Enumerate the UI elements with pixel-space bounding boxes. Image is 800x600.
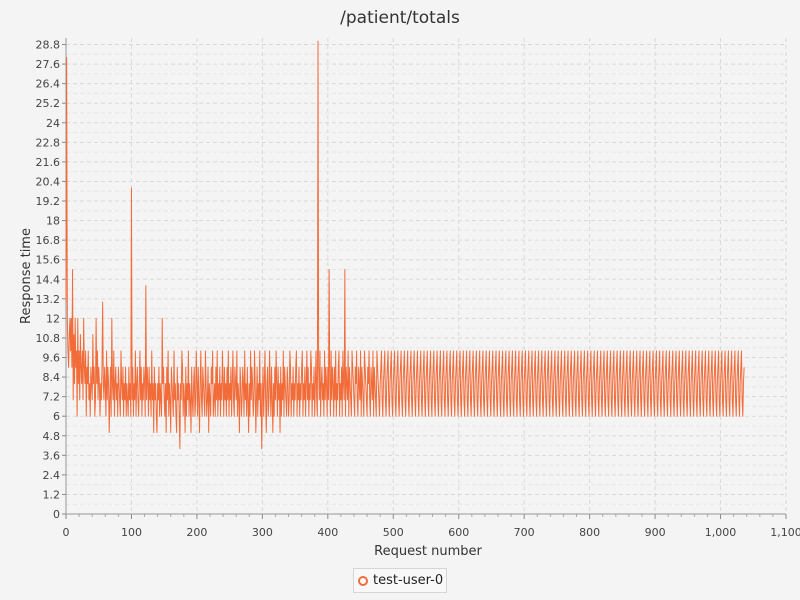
chart-title: /patient/totals — [340, 8, 460, 28]
x-tick-label: 800 — [579, 526, 600, 539]
series-layer — [65, 40, 745, 450]
y-tick-label: 25.2 — [36, 97, 61, 110]
x-tick-label: 700 — [514, 526, 535, 539]
x-tick-label: 400 — [317, 526, 338, 539]
x-tick-label: 100 — [121, 526, 142, 539]
y-tick-label: 26.4 — [36, 78, 61, 91]
x-tick-label: 900 — [645, 526, 666, 539]
circle-marker-icon — [358, 575, 368, 586]
x-tick-label: 0 — [63, 526, 70, 539]
y-tick-label: 13.2 — [36, 293, 61, 306]
plot-area — [66, 38, 786, 514]
y-tick-label: 6 — [53, 410, 60, 423]
legend-label: test-user-0 — [373, 573, 444, 588]
x-tick-label: 200 — [186, 526, 207, 539]
x-tick-label: 500 — [383, 526, 404, 539]
y-tick-label: 28.8 — [36, 39, 61, 52]
y-tick-label: 24 — [46, 117, 60, 130]
y-tick-label: 1.2 — [43, 488, 61, 501]
y-tick-label: 16.8 — [36, 234, 61, 247]
x-tick-label: 1,100 — [770, 526, 800, 539]
y-tick-label: 10.8 — [36, 332, 61, 345]
grid-lines — [65, 38, 787, 515]
x-axis-label: Request number — [374, 544, 482, 559]
y-tick-label: 21.6 — [36, 156, 61, 169]
y-tick-label: 3.6 — [43, 449, 61, 462]
y-tick-label: 14.4 — [36, 273, 61, 286]
y-tick-label: 7.2 — [43, 391, 61, 404]
y-tick-label: 9.6 — [43, 352, 61, 365]
y-tick-label: 22.8 — [36, 136, 61, 149]
y-tick-label: 18 — [46, 215, 60, 228]
y-tick-label: 20.4 — [36, 175, 61, 188]
y-tick-label: 4.8 — [43, 430, 61, 443]
series-line — [65, 40, 745, 450]
legend: test-user-0 — [353, 568, 447, 593]
y-axis-label: Response time — [19, 228, 34, 324]
y-tick-label: 19.2 — [36, 195, 61, 208]
y-tick-label: 27.6 — [36, 58, 61, 71]
y-tick-label: 8.4 — [43, 371, 61, 384]
y-tick-label: 0 — [53, 508, 60, 521]
y-tick-label: 15.6 — [36, 254, 61, 267]
y-tick-label: 2.4 — [43, 469, 61, 482]
x-tick-label: 1,000 — [705, 526, 737, 539]
axis-ticks: 0 1.2 2.4 3.6 4.8 6 7.2 8.4 9.6 10.8 12 13.2 14.4 15.… — [36, 38, 800, 539]
y-tick-label: 12 — [46, 312, 60, 325]
x-tick-label: 300 — [252, 526, 273, 539]
x-tick-label: 600 — [448, 526, 469, 539]
